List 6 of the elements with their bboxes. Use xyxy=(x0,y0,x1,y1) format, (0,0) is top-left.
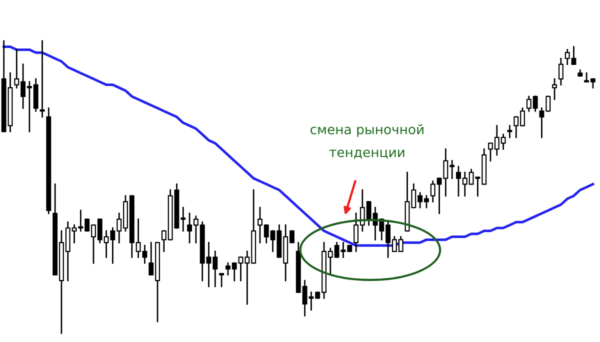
candlestick xyxy=(552,78,558,100)
candlestick xyxy=(219,273,224,288)
candlestick xyxy=(507,124,512,138)
candlestick xyxy=(558,58,564,86)
annotation: смена рыночной тенденции xyxy=(310,124,424,159)
candlestick xyxy=(40,40,45,118)
